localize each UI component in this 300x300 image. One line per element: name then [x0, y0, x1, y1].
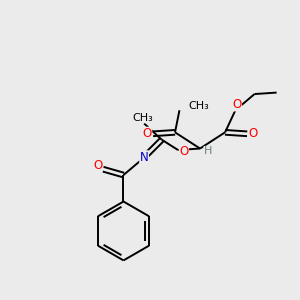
Text: O: O [93, 159, 102, 172]
Text: O: O [179, 145, 188, 158]
Text: N: N [140, 151, 148, 164]
Text: CH₃: CH₃ [188, 101, 209, 111]
Text: O: O [248, 127, 258, 140]
Text: H: H [204, 146, 212, 157]
Text: O: O [232, 98, 242, 111]
Text: CH₃: CH₃ [132, 112, 153, 123]
Text: O: O [142, 127, 152, 140]
